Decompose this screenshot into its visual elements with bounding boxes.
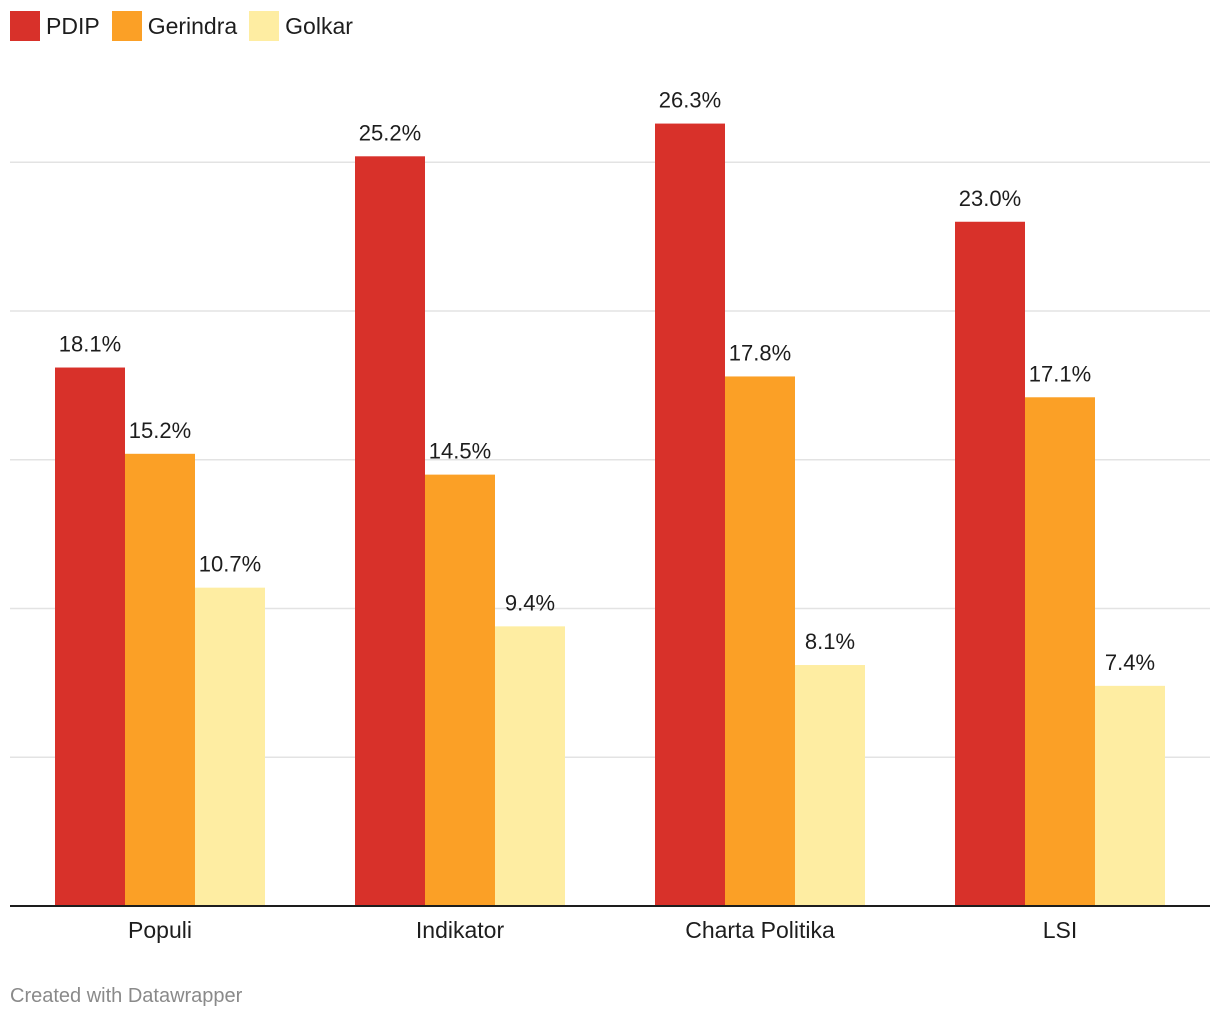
data-label: 25.2% [359,120,421,145]
legend-swatch [10,11,40,41]
data-label: 18.1% [59,332,121,357]
data-label: 10.7% [199,552,261,577]
data-label: 14.5% [429,439,491,464]
bar-gerindra-lsi [1025,397,1095,906]
data-label: 9.4% [505,590,555,615]
bar-golkar-populi [195,587,265,906]
legend-swatch [111,11,142,41]
legend-item-golkar: Golkar [249,11,353,41]
bar-pdip-lsi [955,221,1025,906]
legend-label: PDIP [46,13,100,39]
legend-item-gerindra: Gerindra [111,11,238,41]
x-tick-label: Indikator [416,917,505,943]
chart-legend: PDIP Gerindra Golkar [10,11,365,41]
legend-item-pdip: PDIP [10,11,100,41]
legend-label: Gerindra [147,13,238,39]
bar-gerindra-populi [125,453,195,906]
bar-pdip-indikator [355,156,425,907]
legend-label: Golkar [285,13,353,39]
bar-gerindra-charta-politika [725,376,795,906]
bar-pdip-populi [55,367,125,906]
x-tick-label: LSI [1043,917,1078,943]
bar-pdip-charta-politika [655,123,725,906]
data-label: 17.8% [729,340,791,365]
credit-text: Created with Datawrapper [10,985,243,1007]
x-tick-label: Charta Politika [685,917,835,943]
bar-golkar-lsi [1095,685,1165,906]
bar-golkar-indikator [495,626,565,906]
data-label: 7.4% [1105,650,1155,675]
data-label: 23.0% [959,186,1021,211]
x-tick-label: Populi [128,917,192,943]
legend-swatch [249,11,280,41]
bar-golkar-charta-politika [795,665,865,906]
data-label: 8.1% [805,629,855,654]
bar-gerindra-indikator [425,474,495,906]
data-label: 26.3% [659,88,721,113]
data-label: 17.1% [1029,361,1091,386]
data-label: 15.2% [129,418,191,443]
